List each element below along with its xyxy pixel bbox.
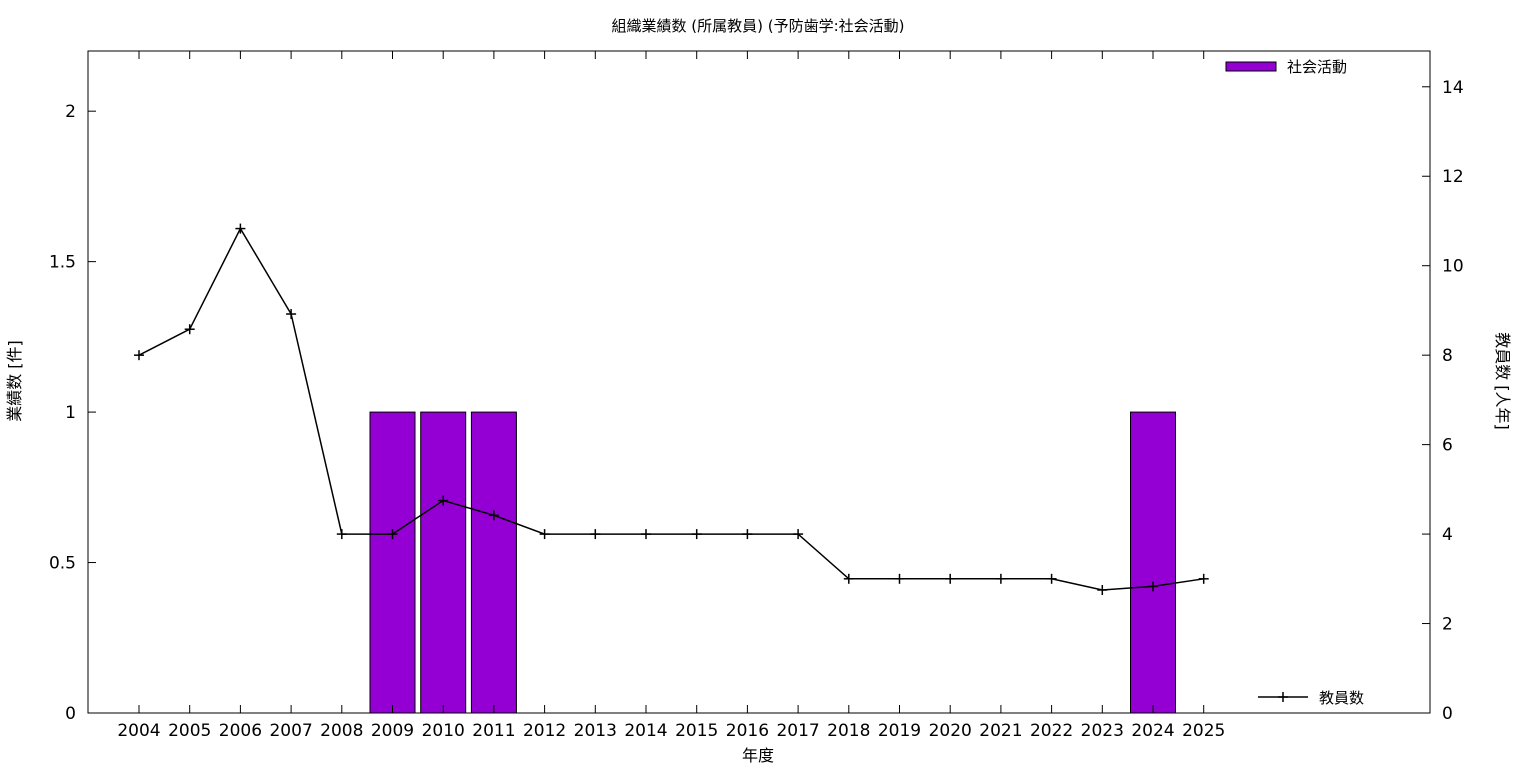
y-tick-label-right-5: 10 xyxy=(1442,257,1464,277)
bar-2010 xyxy=(420,411,467,714)
x-axis-title: 年度 xyxy=(742,746,774,765)
plot-frame xyxy=(87,50,1431,714)
line-point-2011 xyxy=(488,510,499,521)
y-tick-label-right-6: 12 xyxy=(1442,167,1464,187)
line-point-2025 xyxy=(1198,573,1209,584)
line-point-2015 xyxy=(691,529,702,540)
x-tick-label-2011: 2011 xyxy=(472,721,515,741)
x-tick-label-2024: 2024 xyxy=(1131,721,1174,741)
x-tick-label-2018: 2018 xyxy=(827,721,870,741)
x-tick-label-2023: 2023 xyxy=(1081,721,1124,741)
bar-2009 xyxy=(369,411,416,714)
x-tick-label-2019: 2019 xyxy=(878,721,921,741)
line-point-2007 xyxy=(286,309,297,320)
x-tick-label-2022: 2022 xyxy=(1030,721,1073,741)
y-tick-label-right-0: 0 xyxy=(1442,704,1453,724)
x-tick-label-2004: 2004 xyxy=(117,721,160,741)
x-tick-label-2020: 2020 xyxy=(929,721,972,741)
y-tick-label-left-2: 1 xyxy=(65,403,76,423)
x-tick-label-2006: 2006 xyxy=(219,721,262,741)
y-tick-label-left-3: 1.5 xyxy=(49,253,76,273)
line-point-2016 xyxy=(742,529,753,540)
x-tick-label-2005: 2005 xyxy=(168,721,211,741)
bars-layer xyxy=(369,411,1176,714)
line-point-2014 xyxy=(641,529,651,540)
x-tick-label-2017: 2017 xyxy=(776,721,819,741)
line-layer xyxy=(134,223,1209,595)
line-point-2018 xyxy=(843,573,854,584)
line-point-2024 xyxy=(1148,581,1158,592)
line-point-2019 xyxy=(894,573,905,584)
chart-title: 組織業績数 (所属教員) (予防歯学:社会活動) xyxy=(612,17,905,35)
line-point-2008 xyxy=(336,529,347,540)
y-axis-title-right: 教員数 [人年] xyxy=(1493,332,1512,430)
x-tick-label-2009: 2009 xyxy=(371,721,414,741)
line-point-2012 xyxy=(539,529,550,540)
legend-swatch-social-activity xyxy=(1225,61,1277,72)
x-tick-label-2015: 2015 xyxy=(675,721,718,741)
line-point-2017 xyxy=(793,529,804,540)
x-tick-label-2012: 2012 xyxy=(523,721,566,741)
bar-2024 xyxy=(1130,411,1176,714)
y-tick-label-left-4: 2 xyxy=(65,102,76,122)
line-point-2009 xyxy=(387,529,398,540)
line-faculty-count xyxy=(138,227,1204,591)
line-point-2021 xyxy=(995,573,1006,584)
y-tick-label-right-3: 6 xyxy=(1442,436,1453,456)
x-tick-label-2014: 2014 xyxy=(624,721,667,741)
line-point-2013 xyxy=(590,529,601,540)
x-tick-label-2007: 2007 xyxy=(269,721,312,741)
axes-layer: 2004 2005 2006 2007 2008 2009 2010 2011 2012 2013… xyxy=(49,50,1464,741)
line-point-2022 xyxy=(1046,573,1057,584)
line-point-2004 xyxy=(134,350,144,361)
x-tick-label-2008: 2008 xyxy=(320,721,363,741)
bar-2011 xyxy=(470,411,517,714)
y-axis-title-left: 業績数 [件] xyxy=(5,340,24,422)
y-tick-label-right-2: 4 xyxy=(1442,525,1453,545)
line-point-2006 xyxy=(235,223,246,234)
legend-label-social-activity: 社会活動 xyxy=(1287,58,1347,76)
x-tick-label-2013: 2013 xyxy=(574,721,617,741)
line-point-2023 xyxy=(1097,584,1108,595)
line-point-2010 xyxy=(438,495,449,506)
y-tick-label-left-0: 0 xyxy=(65,704,76,724)
y-tick-label-right-4: 8 xyxy=(1442,346,1453,366)
y-tick-label-left-1: 0.5 xyxy=(49,554,76,574)
x-tick-label-2021: 2021 xyxy=(979,721,1022,741)
line-point-2020 xyxy=(945,573,956,584)
legend-label-faculty-count: 教員数 xyxy=(1319,689,1364,707)
x-tick-label-2010: 2010 xyxy=(422,721,465,741)
y-tick-label-right-1: 2 xyxy=(1442,615,1453,635)
x-tick-label-2016: 2016 xyxy=(726,721,769,741)
y-tick-label-right-7: 14 xyxy=(1442,78,1464,98)
line-point-2005 xyxy=(184,324,195,335)
x-tick-label-2025: 2025 xyxy=(1182,721,1225,741)
